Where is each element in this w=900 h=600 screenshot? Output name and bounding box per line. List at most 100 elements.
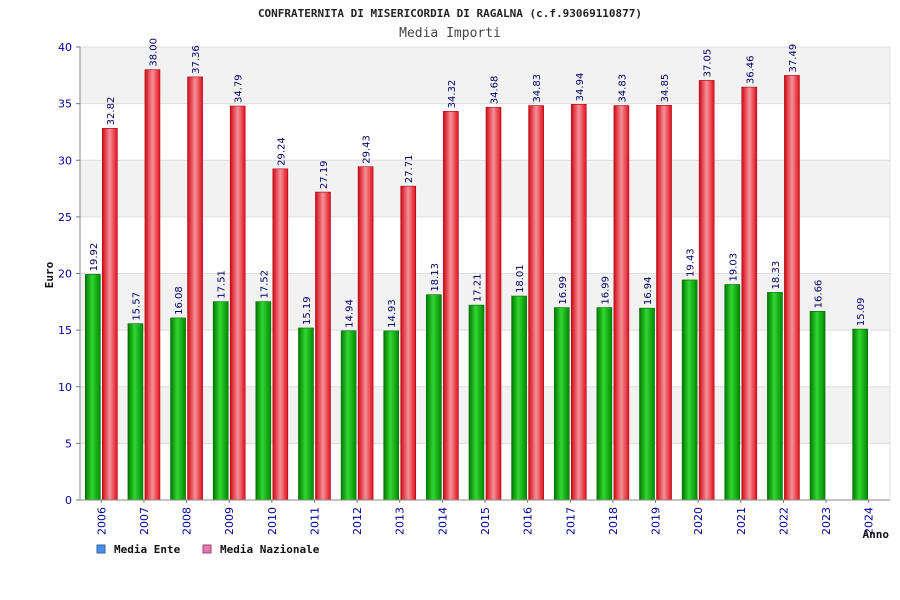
data-label: 16.99 — [558, 276, 569, 305]
bar-media-ente-2006 — [85, 274, 101, 501]
data-label: 38.00 — [148, 38, 159, 67]
x-tick-label: 2007 — [138, 507, 151, 535]
x-tick-label: 2021 — [735, 507, 748, 535]
bar-media-ente-2024 — [852, 328, 868, 501]
bar-media-ente-2014 — [426, 294, 442, 501]
bar-media-nazionale-2013 — [400, 185, 417, 501]
bar-media-nazionale-2018 — [613, 105, 630, 501]
bar-media-nazionale-2022 — [784, 75, 800, 501]
data-label: 37.36 — [191, 45, 202, 74]
chart-subtitle: Media Importi — [399, 26, 501, 41]
data-label: 16.94 — [643, 277, 654, 306]
data-label: 16.99 — [600, 276, 611, 305]
x-axis-label: Anno — [863, 528, 890, 541]
chart-title: CONFRATERNITA DI MISERICORDIA DI RAGALNA… — [258, 7, 642, 20]
bar-media-nazionale-2021 — [741, 86, 758, 501]
bar-media-nazionale-2014 — [443, 111, 459, 501]
data-label: 14.93 — [387, 299, 398, 328]
data-label: 27.19 — [319, 160, 330, 189]
data-label: 16.66 — [814, 280, 825, 309]
y-tick-label: 0 — [65, 494, 72, 507]
y-tick-label: 20 — [58, 268, 72, 281]
x-tick-label: 2009 — [223, 507, 236, 535]
data-label: 15.57 — [131, 292, 142, 321]
data-label: 14.94 — [345, 299, 356, 328]
data-label: 36.46 — [745, 55, 756, 84]
x-tick-label: 2014 — [436, 507, 449, 535]
data-label: 18.01 — [515, 264, 526, 293]
legend-swatch-media-nazionale — [202, 544, 212, 554]
y-tick-label: 25 — [58, 211, 72, 224]
data-label: 34.32 — [447, 80, 458, 109]
x-tick-label: 2024 — [863, 507, 876, 535]
data-label: 34.85 — [660, 74, 671, 103]
x-tick-label: 2023 — [820, 507, 833, 535]
x-tick-label: 2022 — [777, 507, 790, 535]
bar-media-nazionale-2006 — [102, 128, 118, 501]
data-label: 19.03 — [728, 253, 739, 282]
bar-media-nazionale-2017 — [570, 104, 587, 501]
x-tick-label: 2013 — [394, 507, 407, 535]
x-tick-label: 2011 — [308, 507, 321, 535]
data-label: 17.51 — [217, 270, 228, 299]
y-tick-label: 40 — [58, 41, 72, 54]
bars-group — [85, 69, 868, 501]
data-label: 34.94 — [575, 73, 586, 102]
legend-label-media-nazionale: Media Nazionale — [220, 543, 320, 556]
bar-media-nazionale-2019 — [656, 105, 672, 501]
bar-media-nazionale-2008 — [187, 76, 203, 501]
data-label: 37.05 — [703, 49, 714, 78]
data-label: 16.08 — [174, 286, 185, 315]
bar-media-ente-2019 — [639, 307, 655, 501]
bar-media-nazionale-2012 — [357, 166, 374, 501]
data-label: 34.83 — [532, 74, 543, 103]
data-label: 17.52 — [259, 270, 270, 299]
y-axis-label: Euro — [43, 261, 56, 288]
x-tick-label: 2010 — [266, 507, 279, 535]
data-label: 15.19 — [302, 296, 313, 325]
x-tick-label: 2012 — [351, 507, 364, 535]
y-tick-label: 10 — [58, 381, 72, 394]
bar-media-ente-2013 — [383, 330, 400, 501]
bar-media-nazionale-2010 — [272, 168, 289, 501]
bar-media-ente-2010 — [255, 301, 272, 501]
bar-media-nazionale-2007 — [144, 69, 161, 501]
data-label: 37.49 — [788, 44, 799, 73]
x-tick-label: 2016 — [522, 507, 535, 535]
data-label: 17.21 — [473, 273, 484, 302]
data-label: 32.82 — [106, 97, 117, 126]
data-label: 19.43 — [686, 248, 697, 277]
x-tick-label: 2017 — [564, 507, 577, 535]
data-label: 34.68 — [490, 76, 501, 105]
data-label: 34.83 — [617, 74, 628, 103]
data-label: 18.13 — [430, 263, 441, 292]
data-label: 34.79 — [234, 74, 245, 103]
bar-media-ente-2011 — [298, 327, 314, 501]
legend-label-media-ente: Media Ente — [114, 543, 181, 556]
y-tick-label: 30 — [58, 154, 72, 167]
bar-media-ente-2012 — [340, 330, 357, 501]
data-label: 29.24 — [276, 137, 287, 166]
y-tick-label: 15 — [58, 324, 72, 337]
y-tick-labels: 0 5 10 15 20 25 30 35 40 — [58, 41, 72, 507]
data-label: 19.92 — [89, 243, 100, 272]
legend-swatch-media-ente — [96, 544, 106, 554]
data-labels-group: 19.92 32.82 15.57 38.00 16.08 37.36 17.51 34.79… — [89, 38, 867, 328]
bar-media-ente-2017 — [553, 307, 570, 501]
bar-media-nazionale-2016 — [528, 105, 544, 501]
legend: Media Ente Media Nazionale — [96, 543, 320, 556]
bar-media-ente-2016 — [511, 295, 527, 501]
bar-media-nazionale-2015 — [485, 106, 502, 501]
data-label: 29.43 — [362, 135, 373, 164]
y-tick-label: 5 — [65, 437, 72, 450]
bar-media-ente-2015 — [468, 304, 485, 501]
bar-media-ente-2008 — [170, 317, 186, 501]
x-tick-label: 2006 — [95, 507, 108, 535]
bar-media-ente-2020 — [681, 279, 698, 501]
data-label: 18.33 — [771, 261, 782, 290]
data-label: 15.09 — [856, 297, 867, 326]
bar-media-ente-2021 — [724, 284, 741, 501]
bar-media-nazionale-2020 — [698, 80, 715, 501]
y-tick-label: 35 — [58, 98, 72, 111]
